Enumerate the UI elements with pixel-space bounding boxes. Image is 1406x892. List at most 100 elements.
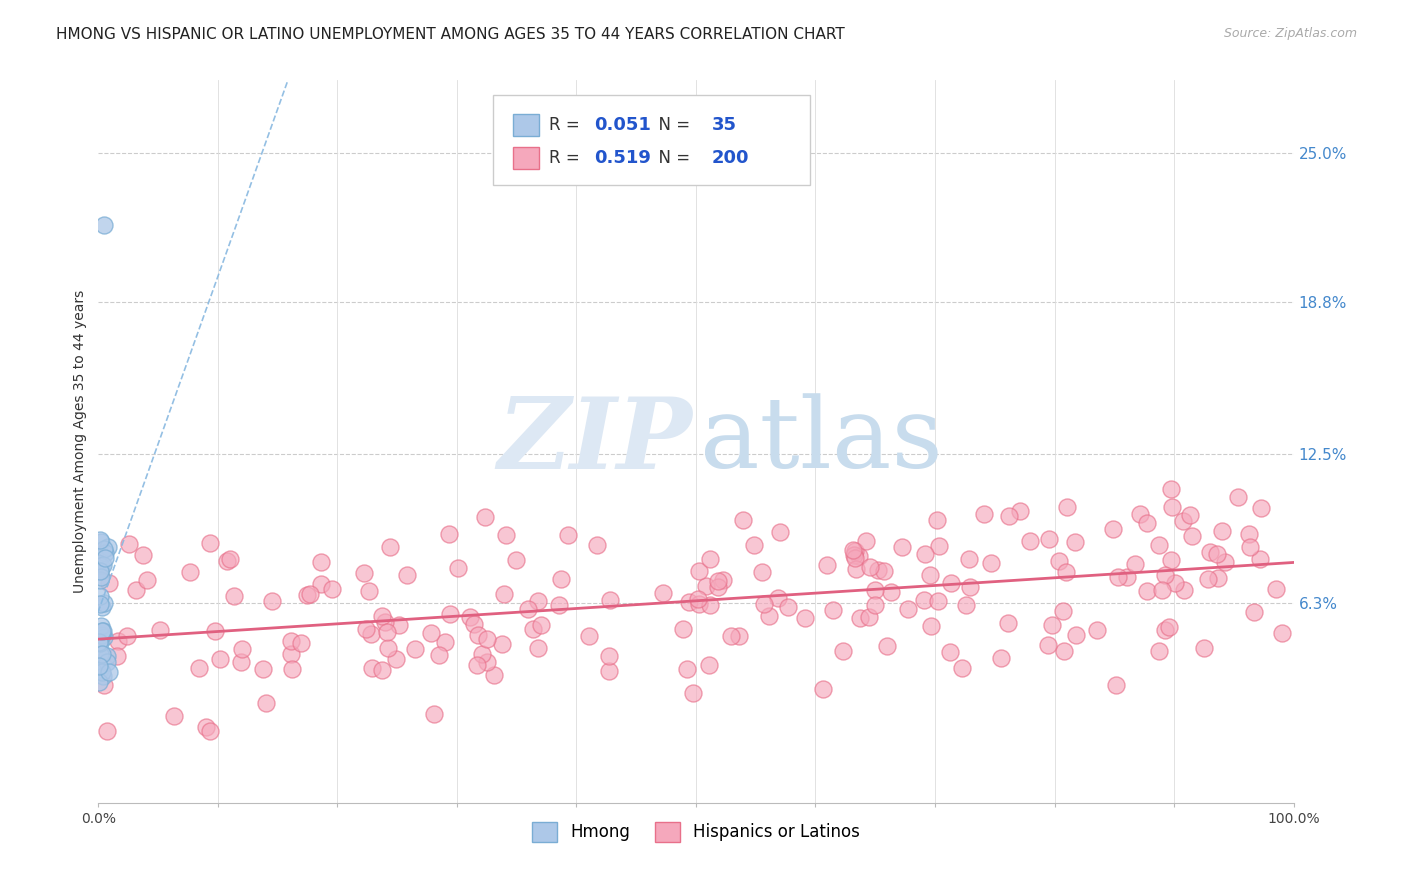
Point bbox=[1181, 529, 1204, 543]
Point bbox=[404, 641, 426, 656]
Text: 35: 35 bbox=[711, 116, 737, 134]
Point bbox=[90, 570, 112, 584]
Point bbox=[353, 566, 375, 581]
Point bbox=[93, 218, 115, 232]
Point bbox=[89, 564, 111, 578]
Point bbox=[530, 618, 553, 632]
Text: 0.051: 0.051 bbox=[595, 116, 651, 134]
Point bbox=[707, 580, 730, 594]
Point bbox=[1042, 617, 1064, 632]
Point bbox=[997, 509, 1019, 524]
Point bbox=[855, 534, 877, 549]
Point bbox=[990, 651, 1012, 665]
Point bbox=[231, 642, 253, 657]
Point bbox=[1213, 555, 1236, 569]
Point bbox=[928, 540, 950, 554]
Point bbox=[94, 550, 117, 565]
Point bbox=[89, 597, 111, 611]
Point bbox=[863, 598, 886, 612]
Point bbox=[1206, 571, 1229, 585]
Point bbox=[844, 550, 866, 565]
Point bbox=[290, 636, 312, 650]
Bar bbox=[513, 147, 540, 169]
Point bbox=[598, 665, 620, 679]
Point bbox=[1161, 500, 1184, 515]
Point bbox=[672, 622, 695, 636]
Point bbox=[89, 573, 111, 587]
Point bbox=[118, 537, 141, 551]
Point bbox=[89, 636, 111, 650]
Point bbox=[96, 723, 118, 738]
Point bbox=[697, 657, 720, 672]
Point bbox=[1123, 558, 1146, 572]
Point bbox=[727, 629, 749, 643]
Point bbox=[557, 528, 579, 542]
Point bbox=[1265, 582, 1288, 596]
Point bbox=[295, 588, 318, 602]
Point bbox=[863, 582, 886, 597]
Point bbox=[842, 548, 865, 562]
Legend: Hmong, Hispanics or Latinos: Hmong, Hispanics or Latinos bbox=[524, 815, 868, 848]
Point bbox=[939, 576, 962, 591]
Point bbox=[374, 615, 396, 630]
Point bbox=[87, 634, 110, 648]
Point bbox=[360, 661, 382, 675]
Point bbox=[1237, 526, 1260, 541]
Point bbox=[776, 599, 799, 614]
Point bbox=[1171, 514, 1194, 528]
Point bbox=[395, 568, 418, 582]
Point bbox=[711, 573, 734, 587]
Point bbox=[204, 624, 226, 639]
Point bbox=[1136, 516, 1159, 530]
Point bbox=[91, 624, 114, 638]
Point bbox=[688, 597, 710, 611]
Point bbox=[360, 626, 382, 640]
Point bbox=[1173, 583, 1195, 598]
Point bbox=[769, 524, 792, 539]
Point bbox=[1019, 533, 1042, 548]
Point bbox=[1053, 643, 1076, 657]
Point bbox=[957, 552, 980, 566]
Point bbox=[1152, 582, 1174, 597]
Point bbox=[598, 649, 620, 664]
Point bbox=[492, 587, 515, 601]
Bar bbox=[513, 114, 540, 136]
Point bbox=[208, 651, 231, 665]
Point bbox=[356, 622, 378, 636]
Point bbox=[299, 587, 322, 601]
Point bbox=[195, 720, 218, 734]
Point bbox=[163, 709, 186, 723]
Point bbox=[280, 662, 302, 676]
Point bbox=[950, 661, 973, 675]
Point bbox=[1160, 553, 1182, 567]
Point bbox=[1159, 620, 1181, 634]
Point bbox=[1206, 547, 1229, 561]
Point bbox=[1163, 575, 1185, 590]
Point bbox=[252, 662, 274, 676]
Point bbox=[371, 663, 394, 677]
Point bbox=[758, 609, 780, 624]
Point bbox=[1038, 532, 1060, 546]
Text: R =: R = bbox=[548, 149, 585, 167]
Point bbox=[222, 589, 245, 603]
Point bbox=[927, 513, 949, 527]
Point bbox=[811, 682, 834, 697]
Point bbox=[832, 643, 855, 657]
Point bbox=[98, 575, 121, 590]
Point bbox=[93, 596, 115, 610]
Point bbox=[89, 589, 111, 603]
Point bbox=[495, 528, 517, 542]
Point bbox=[97, 665, 120, 679]
Point bbox=[420, 626, 443, 640]
Point bbox=[87, 658, 110, 673]
Point bbox=[91, 669, 114, 683]
Point bbox=[321, 582, 343, 597]
Point bbox=[688, 564, 710, 578]
Point bbox=[914, 547, 936, 561]
Point bbox=[371, 608, 394, 623]
Point bbox=[793, 611, 815, 625]
Point bbox=[458, 610, 481, 624]
Point bbox=[89, 663, 111, 677]
Text: R =: R = bbox=[548, 116, 585, 134]
Point bbox=[179, 565, 201, 579]
